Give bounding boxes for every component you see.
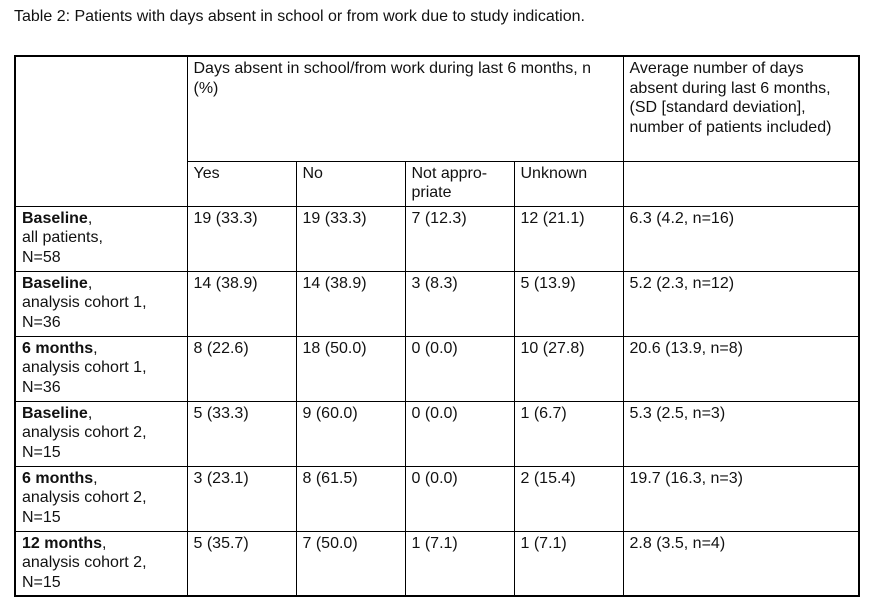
cell-unknown: 1 (7.1) bbox=[513, 530, 624, 597]
row-cohort: analysis cohort 2, bbox=[22, 424, 147, 442]
patients-days-absent-table: Days absent in school/from work during l… bbox=[14, 55, 861, 598]
header-days-absent-group: Days absent in school/from work during l… bbox=[186, 55, 624, 162]
cell-yes: 14 (38.9) bbox=[186, 270, 297, 337]
row-label-line1: 6 months, bbox=[22, 469, 181, 489]
cell-not-appropriate: 3 (8.3) bbox=[404, 270, 515, 337]
row-timepoint: Baseline bbox=[22, 404, 88, 422]
row-timepoint: 6 months bbox=[22, 339, 94, 357]
row-timepoint-comma: , bbox=[87, 274, 93, 292]
cell-unknown: 5 (13.9) bbox=[513, 270, 624, 337]
cell-yes: 5 (33.3) bbox=[186, 400, 297, 467]
cell-unknown: 2 (15.4) bbox=[513, 465, 624, 532]
cell-yes: 5 (35.7) bbox=[186, 530, 297, 597]
table-row: 6 months, analysis cohort 2, N=15 3 (23.… bbox=[14, 465, 860, 532]
corner-empty-cell bbox=[14, 55, 188, 207]
table-row: 6 months, analysis cohort 1, N=36 8 (22.… bbox=[14, 335, 860, 402]
subheader-yes: Yes bbox=[186, 160, 297, 207]
cell-yes: 19 (33.3) bbox=[186, 205, 297, 272]
row-label-line1: Baseline, bbox=[22, 274, 181, 294]
cell-no: 18 (50.0) bbox=[295, 335, 406, 402]
cell-unknown: 12 (21.1) bbox=[513, 205, 624, 272]
cell-not-appropriate: 0 (0.0) bbox=[404, 400, 515, 467]
subheader-not-appropriate: Not appro-priate bbox=[404, 160, 515, 207]
cell-not-appropriate: 0 (0.0) bbox=[404, 335, 515, 402]
row-cohort: analysis cohort 2, bbox=[22, 489, 147, 507]
cell-yes: 8 (22.6) bbox=[186, 335, 297, 402]
row-timepoint: 6 months bbox=[22, 469, 94, 487]
cell-yes: 3 (23.1) bbox=[186, 465, 297, 532]
row-timepoint-comma: , bbox=[102, 534, 107, 552]
subheader-unknown: Unknown bbox=[513, 160, 624, 207]
row-label: Baseline, analysis cohort 1, N=36 bbox=[14, 270, 188, 337]
cell-no: 8 (61.5) bbox=[295, 465, 406, 532]
cell-not-appropriate: 0 (0.0) bbox=[404, 465, 515, 532]
cell-average: 5.2 (2.3, n=12) bbox=[622, 270, 860, 337]
row-cohort: analysis cohort 1, bbox=[22, 359, 147, 377]
subheader-no: No bbox=[295, 160, 406, 207]
cell-average: 19.7 (16.3, n=3) bbox=[622, 465, 860, 532]
row-label-line1: 6 months, bbox=[22, 339, 181, 359]
row-label-line1: Baseline, bbox=[22, 209, 181, 229]
row-timepoint-comma: , bbox=[93, 469, 98, 487]
row-label: 12 months, analysis cohort 2, N=15 bbox=[14, 530, 188, 597]
row-cohort: all patients, bbox=[22, 229, 103, 247]
cell-average: 5.3 (2.5, n=3) bbox=[622, 400, 860, 467]
row-timepoint-comma: , bbox=[93, 339, 98, 357]
cell-not-appropriate: 1 (7.1) bbox=[404, 530, 515, 597]
row-cohort: analysis cohort 2, bbox=[22, 554, 147, 572]
row-label: 6 months, analysis cohort 2, N=15 bbox=[14, 465, 188, 532]
table-row: 12 months, analysis cohort 2, N=15 5 (35… bbox=[14, 530, 860, 597]
row-n: N=15 bbox=[22, 508, 61, 526]
row-n: N=15 bbox=[22, 573, 61, 591]
row-cohort: analysis cohort 1, bbox=[22, 294, 147, 312]
row-label: Baseline, all patients, N=58 bbox=[14, 205, 188, 272]
header-row-group: Days absent in school/from work during l… bbox=[14, 55, 860, 207]
row-timepoint: 12 months bbox=[22, 534, 103, 552]
row-n: N=36 bbox=[22, 313, 61, 331]
cell-no: 19 (33.3) bbox=[295, 205, 406, 272]
cell-no: 14 (38.9) bbox=[295, 270, 406, 337]
cell-no: 7 (50.0) bbox=[295, 530, 406, 597]
cell-no: 9 (60.0) bbox=[295, 400, 406, 467]
table-row: Baseline, all patients, N=58 19 (33.3) 1… bbox=[14, 205, 860, 272]
header-row-sub: Yes No Not appro-priate Unknown bbox=[15, 160, 860, 207]
row-label-line1: Baseline, bbox=[22, 404, 181, 424]
row-label-line1: 12 months, bbox=[22, 534, 181, 554]
cell-not-appropriate: 7 (12.3) bbox=[404, 205, 515, 272]
row-label: Baseline, analysis cohort 2, N=15 bbox=[14, 400, 188, 467]
header-average-days-absent: Average number of days absent during las… bbox=[622, 55, 860, 162]
row-n: N=15 bbox=[22, 443, 61, 461]
row-n: N=58 bbox=[22, 248, 61, 266]
row-timepoint: Baseline bbox=[22, 209, 88, 227]
cell-average: 6.3 (4.2, n=16) bbox=[622, 205, 860, 272]
row-n: N=36 bbox=[22, 378, 61, 396]
cell-unknown: 1 (6.7) bbox=[513, 400, 624, 467]
table-row: Baseline, analysis cohort 2, N=15 5 (33.… bbox=[14, 400, 860, 467]
row-timepoint: Baseline bbox=[22, 274, 88, 292]
cell-average: 2.8 (3.5, n=4) bbox=[622, 530, 860, 597]
table-caption: Table 2: Patients with days absent in sc… bbox=[14, 8, 585, 25]
subheader-average-empty bbox=[622, 160, 860, 207]
row-label: 6 months, analysis cohort 1, N=36 bbox=[14, 335, 188, 402]
cell-average: 20.6 (13.9, n=8) bbox=[622, 335, 860, 402]
cell-unknown: 10 (27.8) bbox=[513, 335, 624, 402]
row-timepoint-comma: , bbox=[87, 209, 93, 227]
row-timepoint-comma: , bbox=[87, 404, 93, 422]
table-row: Baseline, analysis cohort 1, N=36 14 (38… bbox=[14, 270, 860, 337]
